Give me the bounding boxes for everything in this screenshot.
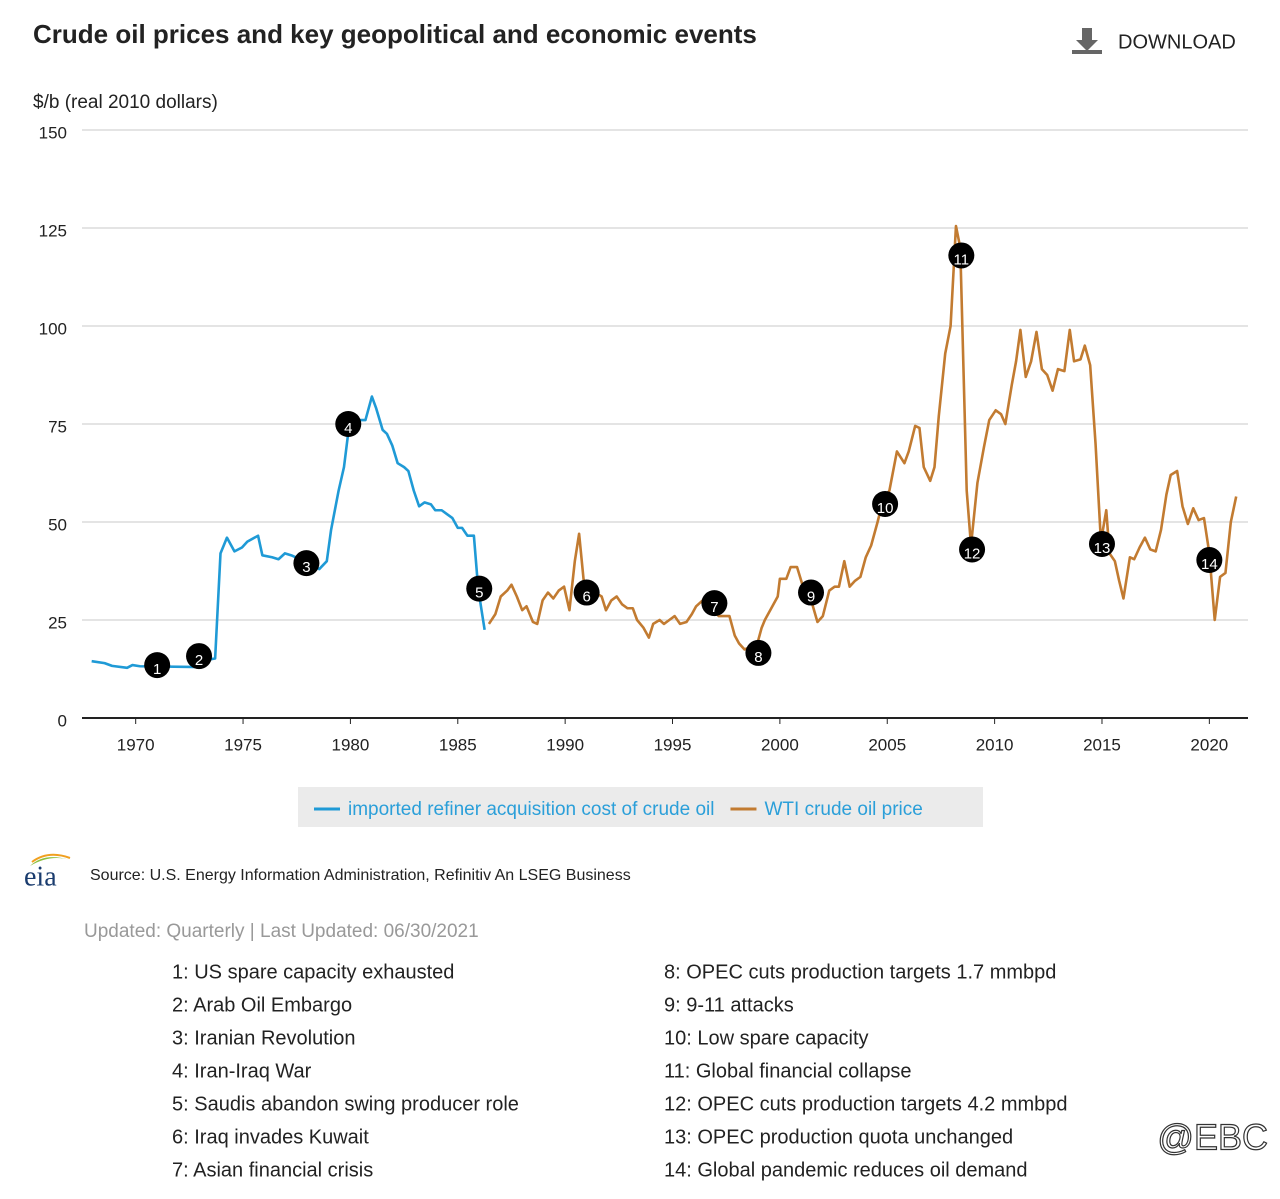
event-marker-label: 8 [754,649,762,666]
event-description: 6: Iraq invades Kuwait [172,1126,369,1148]
event-description: 2: Arab Oil Embargo [172,994,352,1016]
event-marker-label: 12 [964,545,981,562]
event-marker-label: 11 [954,251,970,268]
event-marker [745,639,772,666]
updated-note: Updated: Quarterly | Last Updated: 06/30… [84,921,479,942]
y-tick-label: 50 [48,515,67,534]
event-marker [948,242,975,269]
series-line [487,224,1238,651]
x-tick-label: 1975 [224,735,262,754]
event-marker [335,411,362,437]
x-tick-label: 2005 [868,735,906,754]
download-icon[interactable] [1072,28,1102,54]
chart-title: Crude oil prices and key geopolitical an… [33,19,757,49]
watermark: @EBC [1157,1117,1268,1158]
y-tick-label: 100 [39,319,67,338]
eia-logo: eia [24,853,71,892]
x-tick-label: 2010 [976,735,1014,754]
logo-text: eia [24,861,57,892]
download-label[interactable]: DOWNLOAD [1118,31,1236,53]
x-tick-label: 1990 [546,735,584,754]
logo-arc [31,853,71,863]
event-marker-label: 7 [710,599,718,616]
event-marker-label: 10 [877,500,894,517]
event-description: 5: Saudis abandon swing producer role [172,1093,519,1115]
event-description: 4: Iran-Iraq War [172,1060,312,1082]
event-marker [1088,530,1115,557]
event-description: 14: Global pandemic reduces oil demand [664,1159,1028,1181]
event-description: 9: 9-11 attacks [664,994,794,1016]
event-marker [466,575,493,602]
event-marker [701,590,728,617]
x-tick-label: 2015 [1083,735,1121,754]
legend-label: imported refiner acquisition cost of cru… [348,799,714,820]
event-marker-label: 6 [582,589,590,606]
event-description: 10: Low spare capacity [664,1027,869,1049]
legend-label: WTI crude oil price [764,799,922,820]
y-tick-label: 150 [39,123,67,142]
event-marker [959,536,986,563]
event-marker [798,579,825,606]
event-marker [186,643,213,670]
y-tick-label: 0 [58,711,67,730]
event-marker-label: 13 [1094,540,1111,557]
event-marker [1196,547,1223,574]
download-button[interactable]: DOWNLOAD [1072,28,1236,54]
event-marker-label: 2 [195,652,203,669]
x-tick-label: 1970 [117,735,155,754]
source-note: Source: U.S. Energy Information Administ… [90,867,631,884]
event-marker [872,490,899,517]
event-description: 1: US spare capacity exhausted [172,961,454,983]
legend-box [298,787,983,827]
x-tick-label: 2000 [761,735,799,754]
event-marker-label: 14 [1201,556,1218,573]
event-description: 8: OPEC cuts production targets 1.7 mmbp… [664,961,1056,983]
event-description: 12: OPEC cuts production targets 4.2 mmb… [664,1093,1068,1115]
x-tick-label: 1980 [332,735,370,754]
series-line [91,395,486,670]
event-marker-label: 9 [807,589,815,606]
y-tick-label: 25 [48,613,67,632]
event-marker-label: 4 [344,420,352,437]
event-description: 7: Asian financial crisis [172,1159,373,1181]
event-description: 11: Global financial collapse [664,1060,912,1082]
event-description: 3: Iranian Revolution [172,1027,355,1049]
x-tick-label: 1995 [654,735,692,754]
y-axis-label: $/b (real 2010 dollars) [33,92,218,113]
event-description: 13: OPEC production quota unchanged [664,1126,1013,1148]
event-marker [293,550,320,577]
logo-arc [30,857,70,866]
event-marker-label: 1 [153,661,161,678]
event-marker [573,579,600,606]
event-marker-label: 5 [475,585,483,602]
x-tick-label: 2020 [1190,735,1228,754]
event-marker-label: 3 [302,559,310,576]
y-tick-label: 125 [39,221,67,240]
x-tick-label: 1985 [439,735,477,754]
event-marker [144,652,171,679]
y-tick-label: 75 [48,417,67,436]
